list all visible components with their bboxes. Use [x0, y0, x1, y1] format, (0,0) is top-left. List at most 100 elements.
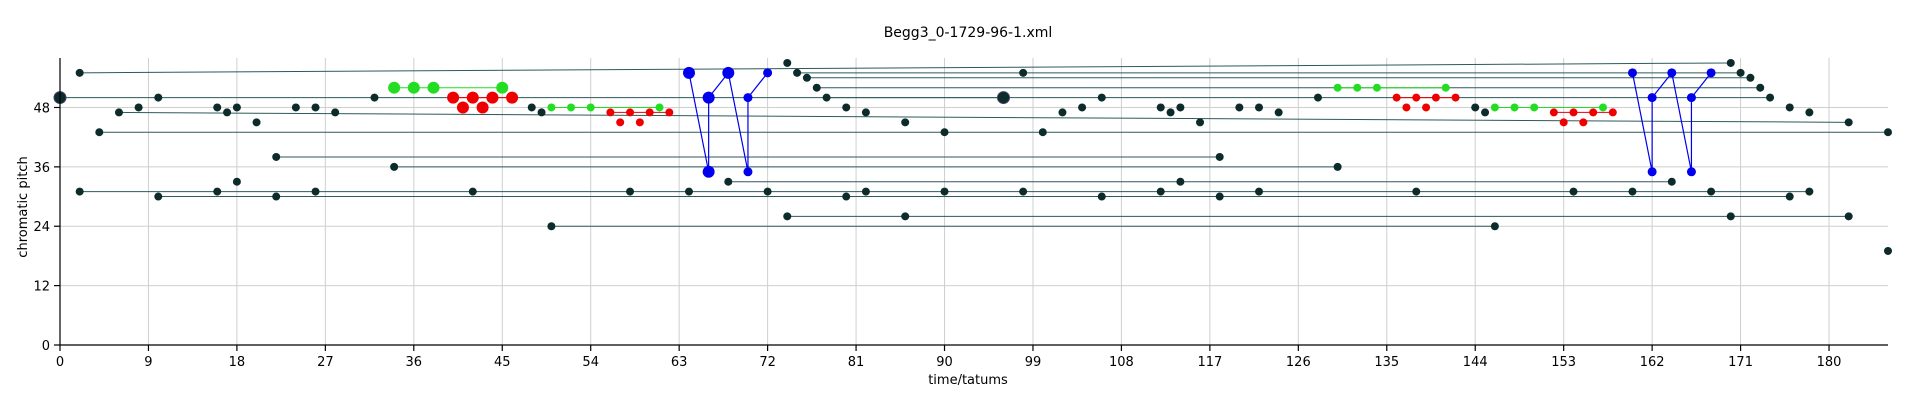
- blue-note-point: [1647, 93, 1657, 103]
- note-point: [95, 128, 104, 137]
- note-point: [252, 118, 261, 127]
- red-note-point: [1431, 93, 1440, 102]
- note-point: [311, 103, 320, 112]
- green-note-point: [1441, 83, 1450, 92]
- blue-note-point: [1667, 68, 1677, 78]
- green-note-point: [427, 81, 440, 94]
- blue-note-point: [702, 165, 715, 178]
- red-note-point: [1451, 93, 1460, 102]
- note-point: [940, 187, 949, 196]
- red-note-point: [506, 91, 519, 104]
- note-point: [1884, 128, 1892, 137]
- red-note-point: [466, 91, 479, 104]
- note-point: [223, 108, 232, 117]
- green-note-point: [586, 103, 595, 112]
- note-point: [1097, 93, 1106, 102]
- green-note-point: [567, 103, 576, 112]
- note-point: [940, 128, 949, 137]
- note-point: [1019, 187, 1028, 196]
- note-point: [1176, 103, 1185, 112]
- note-point: [822, 93, 831, 102]
- note-point: [861, 187, 870, 196]
- note-point: [1078, 103, 1087, 112]
- note-point: [1785, 192, 1794, 201]
- note-point: [1746, 73, 1755, 82]
- note-point: [1884, 246, 1892, 255]
- green-note-point: [1598, 103, 1607, 112]
- note-point: [763, 187, 772, 196]
- red-note-point: [606, 108, 615, 117]
- blue-note-point: [743, 93, 753, 103]
- green-note-point: [388, 81, 401, 94]
- blue-note-point: [722, 66, 735, 79]
- note-point: [1156, 187, 1165, 196]
- note-point: [1333, 162, 1342, 171]
- note-point: [1844, 212, 1853, 221]
- note-links: [60, 62, 1888, 227]
- note-point: [684, 187, 693, 196]
- note-point: [842, 192, 851, 201]
- note-point: [468, 187, 477, 196]
- blue-note-point: [1647, 167, 1657, 177]
- green-note-point: [1372, 83, 1381, 92]
- note-point: [802, 73, 811, 82]
- blue-note-point: [1686, 167, 1696, 177]
- note-point: [1255, 187, 1264, 196]
- note-point: [783, 212, 792, 221]
- note-point: [272, 152, 281, 161]
- note-point-large: [996, 91, 1010, 105]
- y-tick-label: 24: [33, 220, 50, 235]
- note-point: [1766, 93, 1775, 102]
- y-tick-label: 0: [42, 339, 50, 354]
- green-note-point: [496, 81, 509, 94]
- note-point: [724, 177, 733, 186]
- x-tick-label: 144: [1463, 355, 1488, 370]
- note-point: [154, 93, 163, 102]
- blue-note-point: [1706, 68, 1716, 78]
- x-tick-label: 153: [1551, 355, 1576, 370]
- note-point: [1785, 103, 1794, 112]
- note-point: [1196, 118, 1205, 127]
- x-tick-label: 63: [671, 355, 688, 370]
- x-axis-title: time/tatums: [928, 373, 1008, 388]
- blue-note-point: [763, 68, 773, 78]
- note-point: [370, 93, 379, 102]
- red-note-point: [1412, 93, 1421, 102]
- x-tick-label: 108: [1109, 355, 1134, 370]
- x-tick-label: 45: [494, 355, 511, 370]
- y-axis-title: chromatic pitch: [16, 156, 31, 257]
- green-note-point: [1490, 103, 1499, 112]
- red-note-point: [1559, 118, 1568, 127]
- note-point: [390, 162, 399, 171]
- note-point: [1412, 187, 1421, 196]
- note-point: [1019, 68, 1028, 77]
- red-note-point: [626, 108, 635, 117]
- red-note-point: [645, 108, 654, 117]
- note-point: [1215, 152, 1224, 161]
- note-point: [134, 103, 143, 112]
- axes: [59, 58, 1888, 346]
- note-point: [291, 103, 300, 112]
- x-axis-ticks: 0 9 18 27 36 45 54 63 72 81 90 99 108 117 126 135 144 153…: [56, 345, 1842, 370]
- note-point: [547, 222, 556, 231]
- green-note-point: [655, 103, 664, 112]
- note-point: [1156, 103, 1165, 112]
- note-point: [1844, 118, 1853, 127]
- note-point: [114, 108, 123, 117]
- note-point: [1490, 222, 1499, 231]
- x-tick-label: 81: [848, 355, 865, 370]
- note-point: [1176, 177, 1185, 186]
- note-point: [213, 187, 222, 196]
- note-point: [232, 177, 241, 186]
- x-tick-label: 180: [1817, 355, 1842, 370]
- note-point: [1471, 103, 1480, 112]
- green-note-point: [407, 81, 420, 94]
- note-point: [1038, 128, 1047, 137]
- y-tick-label: 36: [33, 161, 50, 176]
- note-point: [232, 103, 241, 112]
- x-tick-label: 162: [1640, 355, 1665, 370]
- note-point: [1274, 108, 1283, 117]
- x-tick-label: 0: [56, 355, 64, 370]
- note-point: [793, 68, 802, 77]
